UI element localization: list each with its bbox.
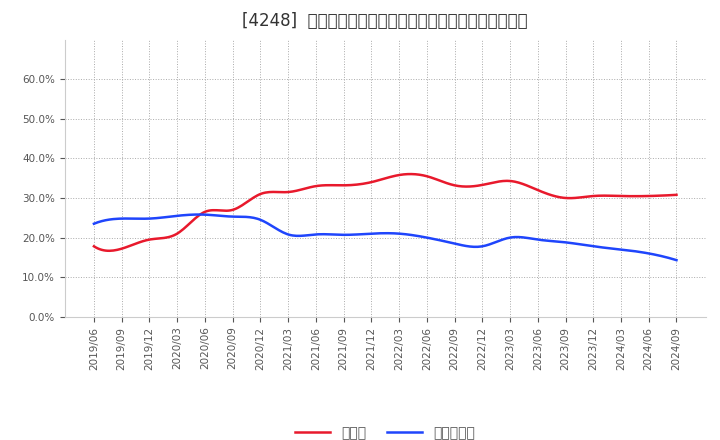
現顐金	[91, 245, 100, 250]
有利子負債	[582, 243, 591, 248]
現顐金	[441, 180, 449, 185]
現顐金	[672, 192, 681, 198]
Line: 現顐金: 現顐金	[94, 174, 677, 251]
有利子負債	[91, 220, 100, 226]
有利子負債	[89, 221, 98, 226]
現顐金	[585, 194, 593, 199]
現顐金	[450, 183, 459, 188]
有利子負債	[619, 247, 628, 253]
現顐金	[438, 179, 447, 184]
有利子負債	[438, 238, 447, 243]
有利子負債	[672, 257, 681, 263]
現顐金	[405, 172, 414, 177]
現顐金	[105, 248, 114, 253]
有利子負債	[436, 238, 445, 243]
現顐金	[621, 194, 630, 199]
現顐金	[89, 244, 98, 249]
有利子負債	[448, 240, 456, 246]
Line: 有利子負債: 有利子負債	[94, 215, 677, 260]
Title: [4248]  現顐金、有利子負債の総資産に対する比率の推移: [4248] 現顐金、有利子負債の総資産に対する比率の推移	[243, 12, 528, 30]
Legend: 現顐金, 有利子負債: 現顐金, 有利子負債	[290, 421, 480, 440]
有利子負債	[195, 212, 204, 217]
